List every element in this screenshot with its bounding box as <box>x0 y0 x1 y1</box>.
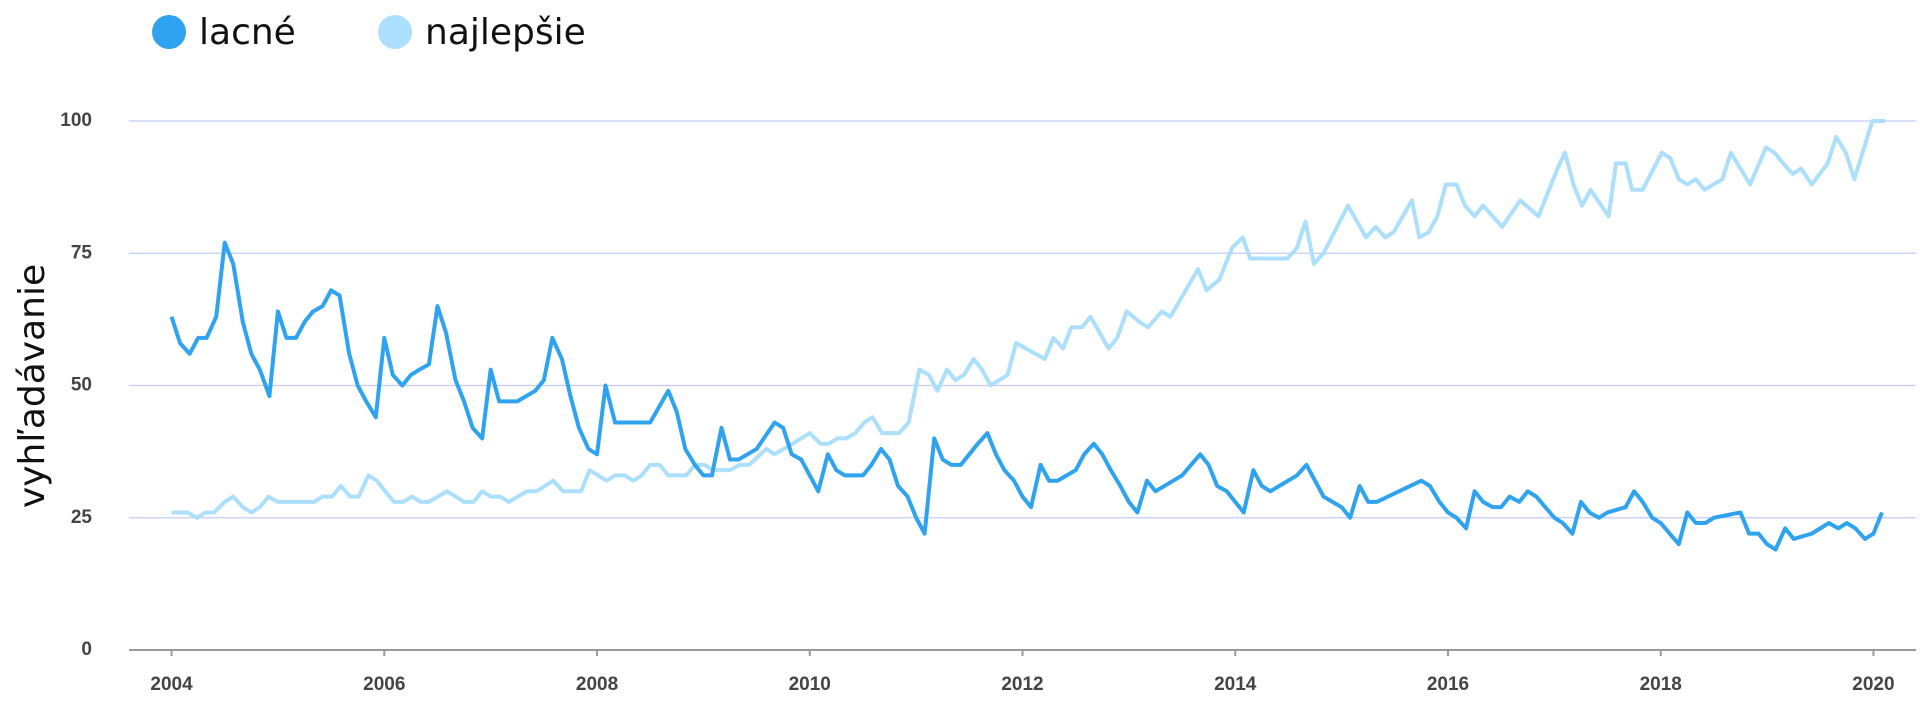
y-tick-label: 0 <box>81 639 92 660</box>
legend-marker <box>378 15 412 49</box>
y-tick-label: 25 <box>71 507 93 528</box>
x-tick-label: 2012 <box>1001 674 1043 695</box>
y-tick-label: 100 <box>60 110 92 131</box>
x-tick-label: 2016 <box>1427 674 1469 695</box>
legend-marker <box>152 15 186 49</box>
y-tick-label: 75 <box>71 242 93 263</box>
series-line <box>169 240 1884 552</box>
x-tick-label: 2004 <box>150 674 193 695</box>
x-tick-label: 2018 <box>1640 674 1682 695</box>
legend-label: lacné <box>199 12 296 53</box>
series-line <box>171 119 1886 520</box>
x-tick-label: 2008 <box>576 674 618 695</box>
x-tick-label: 2020 <box>1852 674 1894 695</box>
legend-label: najlepšie <box>425 12 586 53</box>
y-axis-label: vyhľadávanie <box>12 264 53 508</box>
x-tick-label: 2014 <box>1214 674 1257 695</box>
y-tick-label: 50 <box>71 375 92 396</box>
x-tick-label: 2006 <box>363 674 405 695</box>
x-tick-label: 2010 <box>789 674 831 695</box>
